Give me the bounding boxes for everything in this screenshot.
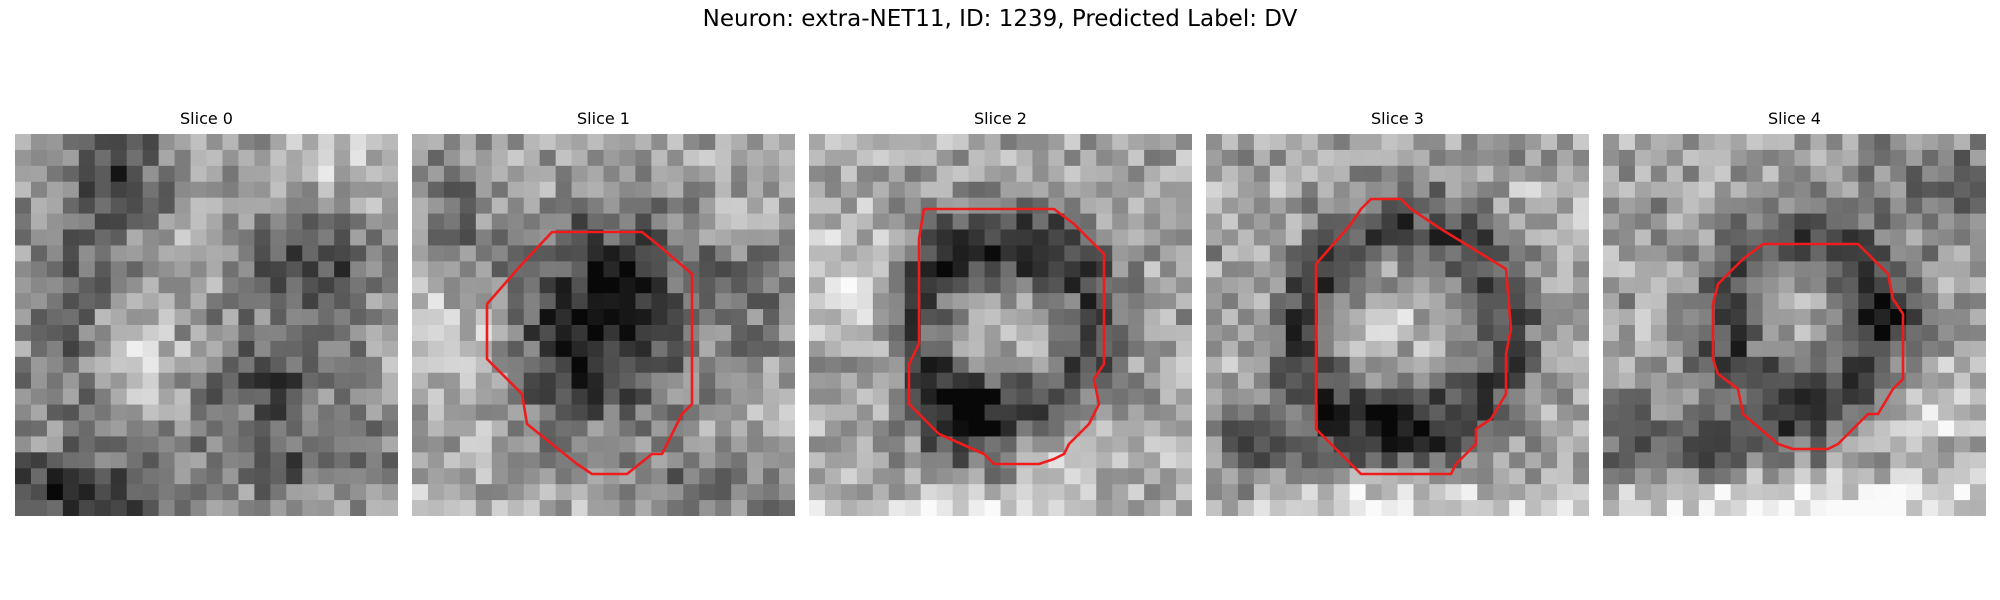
slice-image	[1603, 134, 1986, 516]
slice-title: Slice 1	[412, 108, 795, 130]
slice-panel-0: Slice 0	[15, 108, 398, 516]
slice-panel-3: Slice 3	[1206, 108, 1589, 516]
slice-title: Slice 0	[15, 108, 398, 130]
grayscale-micrograph	[1603, 134, 1986, 516]
grayscale-micrograph	[809, 134, 1192, 516]
slice-title: Slice 3	[1206, 108, 1589, 130]
slice-title: Slice 2	[809, 108, 1192, 130]
slice-title: Slice 4	[1603, 108, 1986, 130]
grayscale-micrograph	[1206, 134, 1589, 516]
slice-image	[15, 134, 398, 516]
slice-image	[412, 134, 795, 516]
slice-image	[809, 134, 1192, 516]
slice-image	[1206, 134, 1589, 516]
grayscale-micrograph	[412, 134, 795, 516]
slice-panel-4: Slice 4	[1603, 108, 1986, 516]
grayscale-micrograph	[15, 134, 398, 516]
figure-title: Neuron: extra-NET11, ID: 1239, Predicted…	[0, 6, 2000, 32]
slice-panel-1: Slice 1	[412, 108, 795, 516]
slice-panel-2: Slice 2	[809, 108, 1192, 516]
